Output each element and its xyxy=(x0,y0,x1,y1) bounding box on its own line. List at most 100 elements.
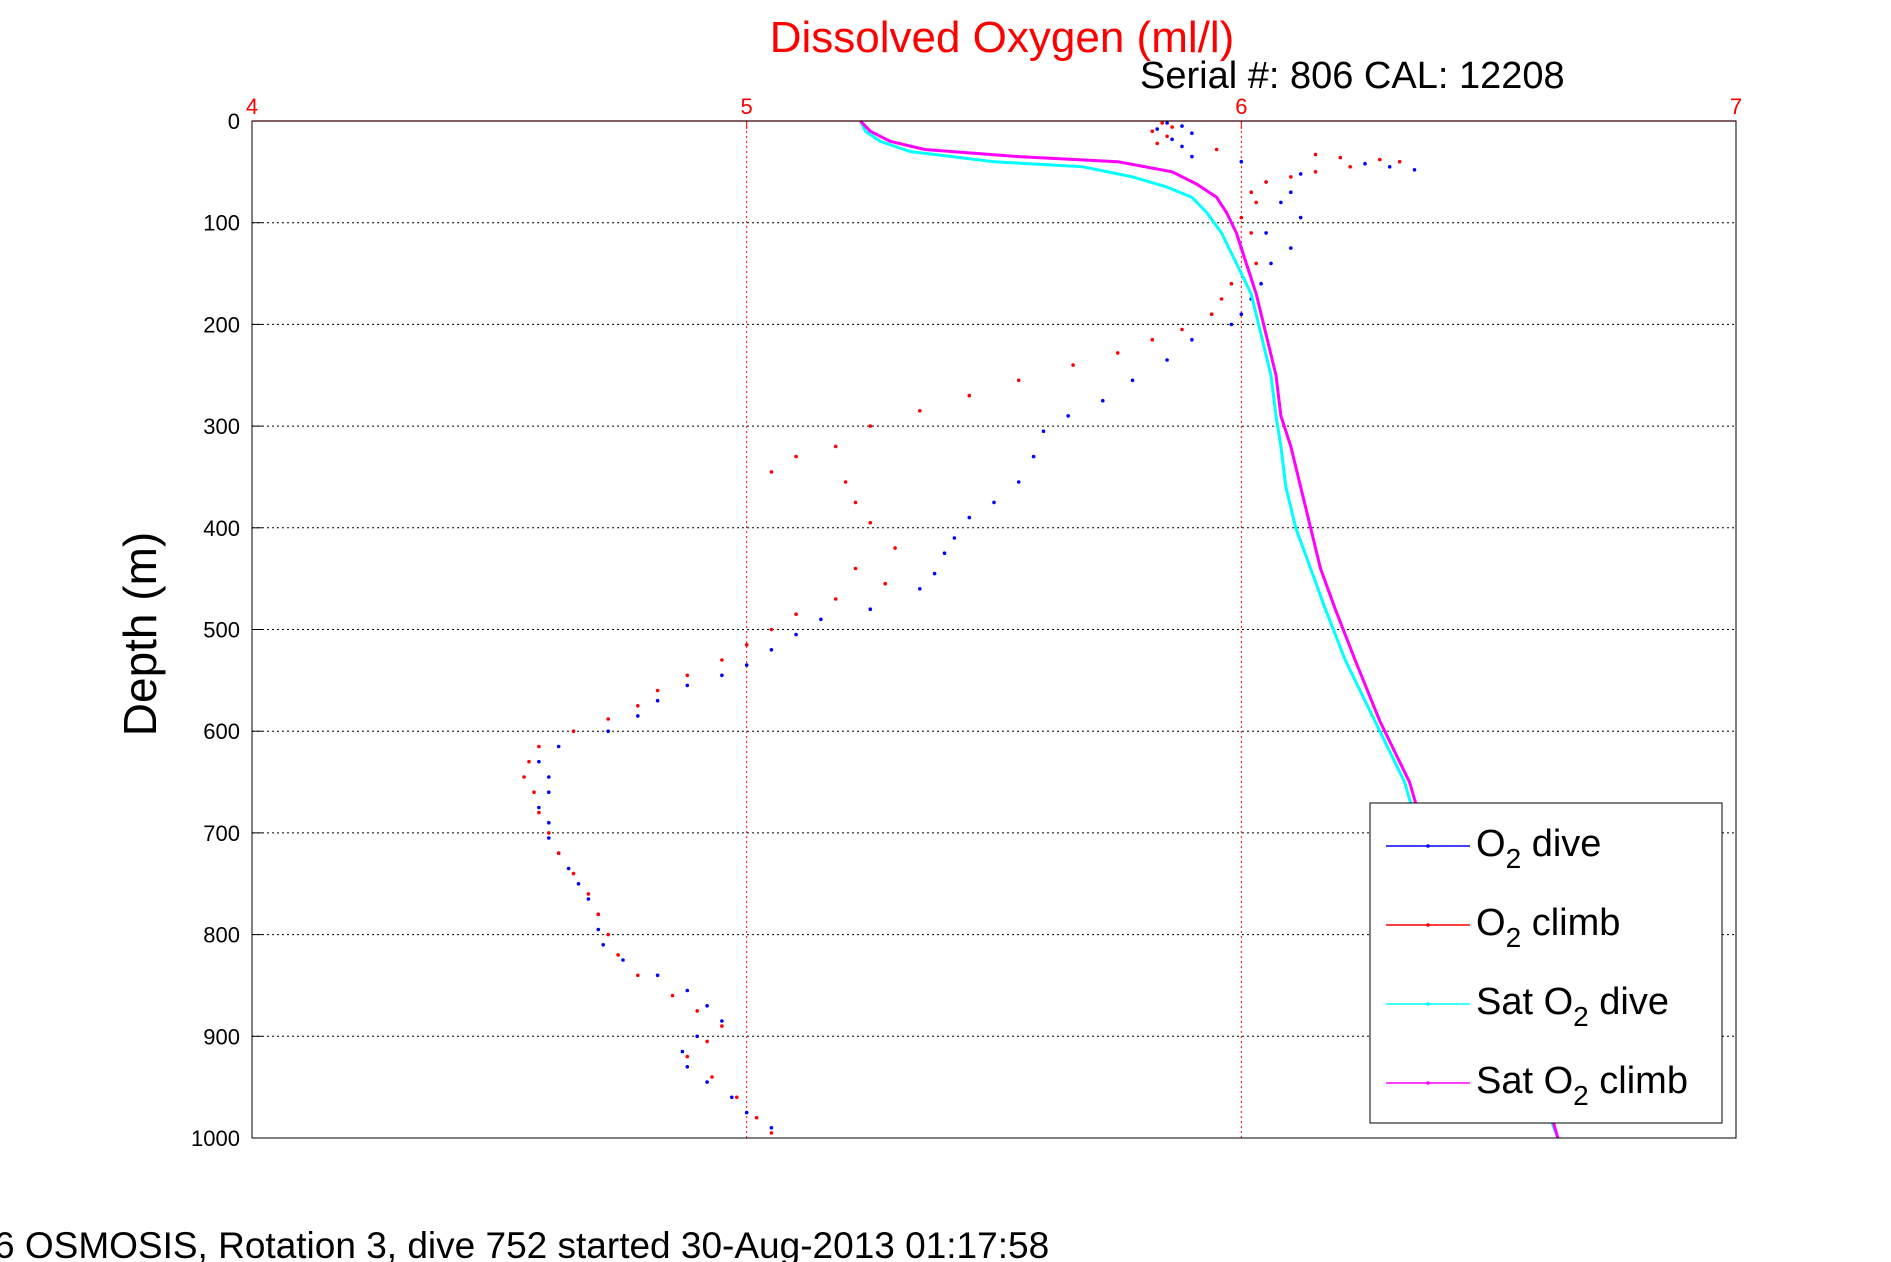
data-point xyxy=(705,1080,709,1084)
data-point xyxy=(819,617,823,622)
data-point xyxy=(606,932,610,937)
data-point xyxy=(1150,337,1155,342)
data-point xyxy=(1214,147,1219,152)
legend-marker xyxy=(1426,923,1430,927)
data-point xyxy=(1190,337,1194,342)
legend-label: Sat O2 dive xyxy=(1476,981,1669,1032)
data-point xyxy=(735,1095,739,1100)
data-point xyxy=(606,717,610,721)
data-point xyxy=(547,775,551,779)
data-point xyxy=(586,897,591,901)
data-point xyxy=(1412,168,1417,172)
data-point xyxy=(769,1131,774,1135)
data-point xyxy=(1130,378,1135,383)
data-point xyxy=(705,1039,709,1044)
data-point xyxy=(853,566,858,571)
data-point xyxy=(1165,358,1169,362)
data-point xyxy=(1338,155,1343,160)
data-point xyxy=(744,643,749,647)
data-point xyxy=(705,1004,709,1008)
y-tick-label: 500 xyxy=(203,618,240,643)
data-point xyxy=(1229,322,1234,327)
data-point xyxy=(1155,141,1159,146)
data-point xyxy=(1298,215,1303,220)
data-point xyxy=(547,831,551,835)
data-point xyxy=(695,1009,699,1013)
data-point xyxy=(1313,170,1318,174)
data-point xyxy=(843,480,848,484)
data-point xyxy=(655,698,660,703)
y-tick-label: 0 xyxy=(228,109,240,134)
data-point xyxy=(1219,297,1224,301)
data-point xyxy=(1016,480,1021,484)
data-point xyxy=(576,882,581,886)
y-tick-label: 800 xyxy=(203,923,240,948)
data-point xyxy=(1190,154,1194,159)
data-point xyxy=(868,607,873,611)
data-point xyxy=(1180,124,1184,128)
y-axis-label: Depth (m) xyxy=(114,532,166,736)
data-point xyxy=(571,729,576,733)
data-point xyxy=(1016,378,1021,383)
data-point xyxy=(1254,261,1258,266)
legend-marker xyxy=(1426,844,1430,848)
data-point xyxy=(1264,180,1268,184)
data-point xyxy=(537,805,541,810)
data-point xyxy=(621,958,625,962)
data-point xyxy=(1170,137,1174,142)
data-point xyxy=(1239,159,1244,164)
data-point xyxy=(1387,165,1392,169)
data-point xyxy=(833,444,838,449)
data-point xyxy=(868,520,873,525)
data-point xyxy=(616,953,620,957)
data-point xyxy=(685,988,690,993)
y-tick-label: 300 xyxy=(203,414,240,439)
plot-frame xyxy=(251,120,1737,1139)
data-point xyxy=(547,820,551,825)
data-point xyxy=(596,927,601,932)
data-point xyxy=(769,1126,774,1130)
data-point xyxy=(967,515,972,520)
chart-title: Dissolved Oxygen (ml/l) xyxy=(770,13,1235,62)
data-point xyxy=(918,587,922,591)
data-point xyxy=(655,688,660,693)
data-point xyxy=(1289,175,1293,179)
y-tick-label: 600 xyxy=(203,719,240,744)
data-point xyxy=(1249,231,1253,235)
data-point xyxy=(1041,429,1046,434)
data-point xyxy=(547,836,551,840)
data-point xyxy=(883,581,887,586)
data-point xyxy=(794,632,798,637)
x-tick-label: 5 xyxy=(741,94,753,119)
data-point xyxy=(1170,125,1174,129)
data-point xyxy=(769,470,774,474)
data-point xyxy=(1378,157,1382,162)
data-point xyxy=(1279,200,1283,205)
data-point xyxy=(1180,144,1184,149)
data-point xyxy=(893,546,897,550)
data-point xyxy=(1101,398,1105,403)
data-point xyxy=(1239,312,1244,317)
data-point xyxy=(794,612,798,616)
data-point xyxy=(1313,152,1318,157)
data-point xyxy=(1254,200,1258,205)
legend: O2 dive O2 climb Sat O2 dive Sat O2 climb xyxy=(1369,802,1723,1124)
data-point xyxy=(1160,121,1164,125)
data-point xyxy=(537,759,541,764)
data-point xyxy=(1115,351,1120,355)
data-point xyxy=(685,673,690,678)
data-point xyxy=(918,409,922,413)
data-point xyxy=(1071,363,1075,367)
data-point xyxy=(685,1065,690,1069)
data-point xyxy=(868,424,873,428)
legend-marker xyxy=(1426,1002,1430,1006)
data-point xyxy=(1249,190,1253,194)
data-point xyxy=(794,454,798,459)
y-tick-label: 400 xyxy=(203,516,240,541)
x-tick-label: 6 xyxy=(1235,94,1247,119)
axis-tick-labels: 4 5 6 7 0 100 200 300 400 500 600 700 800 900 1000 xyxy=(191,94,1742,1151)
data-point xyxy=(636,973,640,978)
data-point xyxy=(1229,281,1234,286)
data-point xyxy=(710,1075,714,1079)
